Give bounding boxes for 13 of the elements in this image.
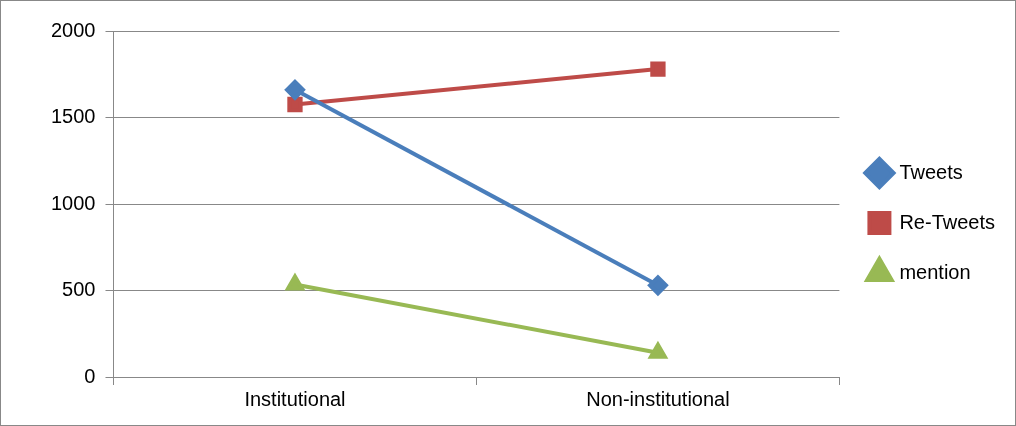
legend-label: Tweets <box>899 160 963 183</box>
x-tick-label: Institutional <box>244 387 346 410</box>
x-tick-label: Non-institutional <box>586 387 730 410</box>
legend-label: Re-Tweets <box>899 210 996 233</box>
y-tick-label: 1500 <box>50 105 96 128</box>
point <box>287 96 303 113</box>
point <box>284 79 305 100</box>
y-tick-label: 500 <box>62 278 96 301</box>
point <box>650 61 666 77</box>
y-tick-label: 2000 <box>50 18 96 41</box>
legend-label: mention <box>899 260 971 283</box>
y-tick-label: 1000 <box>50 191 96 214</box>
y-tick-label: 0 <box>84 364 96 387</box>
